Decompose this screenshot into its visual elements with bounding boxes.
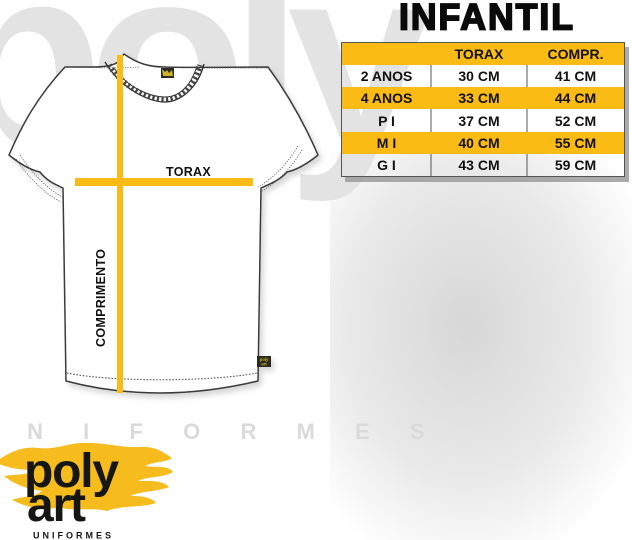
svg-text:UNIFORMES: UNIFORMES — [33, 531, 114, 540]
svg-text:art: art — [27, 479, 86, 532]
